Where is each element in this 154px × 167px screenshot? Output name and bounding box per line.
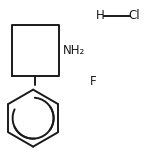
Text: H: H (96, 9, 104, 22)
Text: NH₂: NH₂ (63, 44, 85, 57)
Text: Cl: Cl (128, 9, 140, 22)
Text: F: F (90, 75, 97, 88)
